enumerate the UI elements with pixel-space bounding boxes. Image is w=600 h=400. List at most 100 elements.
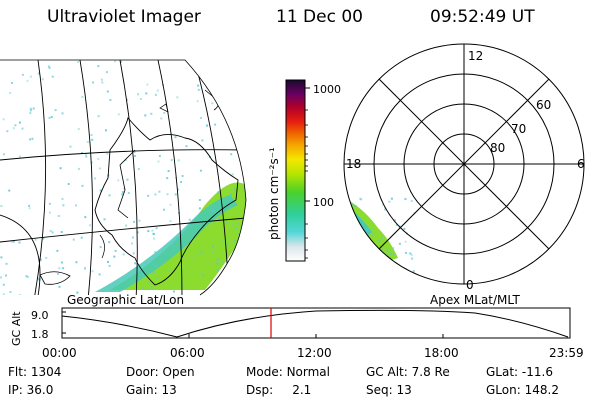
noise-speckle — [196, 215, 199, 218]
apex-label: Apex MLat/MLT — [430, 293, 520, 307]
noise-speckle — [404, 198, 407, 201]
noise-speckle — [372, 232, 374, 235]
noise-speckle — [12, 127, 15, 130]
noise-speckle — [77, 128, 80, 131]
noise-speckle — [132, 252, 135, 255]
noise-speckle — [134, 262, 137, 265]
noise-speckle — [173, 224, 176, 226]
noise-speckle — [175, 236, 178, 239]
noise-speckle — [184, 244, 187, 247]
noise-speckle — [168, 269, 171, 272]
noise-speckle — [109, 99, 112, 101]
noise-speckle — [60, 231, 63, 233]
noise-speckle — [19, 155, 21, 158]
noise-speckle — [360, 198, 363, 201]
noise-speckle — [233, 239, 236, 242]
noise-speckle — [32, 107, 35, 110]
time-label: 09:52:49 UT — [430, 7, 535, 27]
noise-speckle — [409, 252, 412, 255]
noise-speckle — [385, 252, 388, 255]
noise-speckle — [211, 102, 214, 105]
noise-speckle — [371, 226, 374, 229]
noise-speckle — [139, 98, 142, 100]
noise-speckle — [235, 227, 238, 230]
noise-speckle — [222, 238, 225, 241]
noise-speckle — [157, 160, 160, 163]
noise-speckle — [201, 139, 204, 142]
noise-speckle — [98, 167, 101, 170]
noise-speckle — [126, 98, 129, 101]
noise-speckle — [133, 220, 135, 223]
noise-speckle — [28, 204, 31, 207]
noise-speckle — [37, 277, 40, 280]
noise-speckle — [5, 274, 7, 277]
noise-speckle — [50, 116, 53, 118]
noise-speckle — [170, 159, 173, 161]
noise-speckle — [177, 159, 180, 162]
noise-speckle — [62, 267, 65, 270]
noise-speckle — [173, 290, 175, 293]
noise-speckle — [98, 273, 101, 276]
noise-speckle — [9, 92, 12, 94]
noise-speckle — [29, 112, 32, 115]
noise-speckle — [158, 155, 161, 158]
noise-speckle — [108, 241, 111, 244]
noise-speckle — [218, 217, 220, 220]
noise-speckle — [166, 193, 169, 196]
time-tick-2359: 23:59 — [549, 346, 584, 360]
noise-speckle — [405, 251, 407, 254]
noise-speckle — [163, 208, 165, 211]
noise-speckle — [81, 184, 84, 187]
geographic-label: Geographic Lat/Lon — [67, 293, 185, 307]
noise-speckle — [188, 218, 191, 221]
noise-speckle — [174, 136, 177, 139]
noise-speckle — [190, 225, 193, 228]
noise-speckle — [105, 129, 107, 132]
noise-speckle — [350, 203, 353, 206]
noise-speckle — [237, 222, 240, 225]
noise-speckle — [390, 252, 392, 255]
noise-speckle — [119, 60, 122, 63]
noise-speckle — [91, 138, 94, 141]
noise-speckle — [232, 224, 235, 227]
noise-speckle — [0, 205, 3, 207]
noise-speckle — [398, 242, 401, 245]
noise-speckle — [133, 150, 136, 153]
noise-speckle — [114, 60, 117, 63]
noise-speckle — [51, 231, 54, 234]
noise-speckle — [37, 72, 40, 75]
altitude-curve — [61, 309, 569, 338]
info-door: Door: Open — [126, 365, 195, 379]
noise-speckle — [57, 273, 60, 275]
noise-speckle — [117, 113, 120, 116]
colorbar-tick-low: 100 — [313, 196, 334, 209]
noise-speckle — [27, 276, 29, 278]
noise-speckle — [160, 117, 163, 120]
noise-speckle — [75, 261, 78, 264]
noise-speckle — [48, 202, 51, 205]
noise-speckle — [9, 291, 12, 293]
noise-speckle — [99, 246, 102, 249]
noise-speckle — [45, 256, 48, 259]
noise-speckle — [197, 84, 200, 87]
noise-speckle — [77, 167, 80, 170]
noise-speckle — [198, 199, 201, 201]
noise-speckle — [86, 141, 89, 143]
noise-speckle — [58, 285, 61, 288]
noise-speckle — [198, 207, 201, 210]
noise-speckle — [0, 276, 2, 279]
noise-speckle — [31, 137, 34, 140]
noise-speckle — [206, 124, 209, 127]
noise-speckle — [388, 200, 391, 203]
noise-speckle — [10, 240, 13, 243]
noise-speckle — [26, 79, 29, 82]
noise-speckle — [97, 65, 100, 68]
noise-speckle — [231, 173, 234, 176]
mlt-label-0: 0 — [466, 278, 474, 292]
noise-speckle — [198, 220, 201, 223]
noise-speckle — [216, 258, 219, 261]
noise-speckle — [59, 167, 62, 170]
noise-speckle — [107, 260, 109, 263]
noise-speckle — [12, 240, 15, 243]
noise-speckle — [61, 197, 64, 200]
